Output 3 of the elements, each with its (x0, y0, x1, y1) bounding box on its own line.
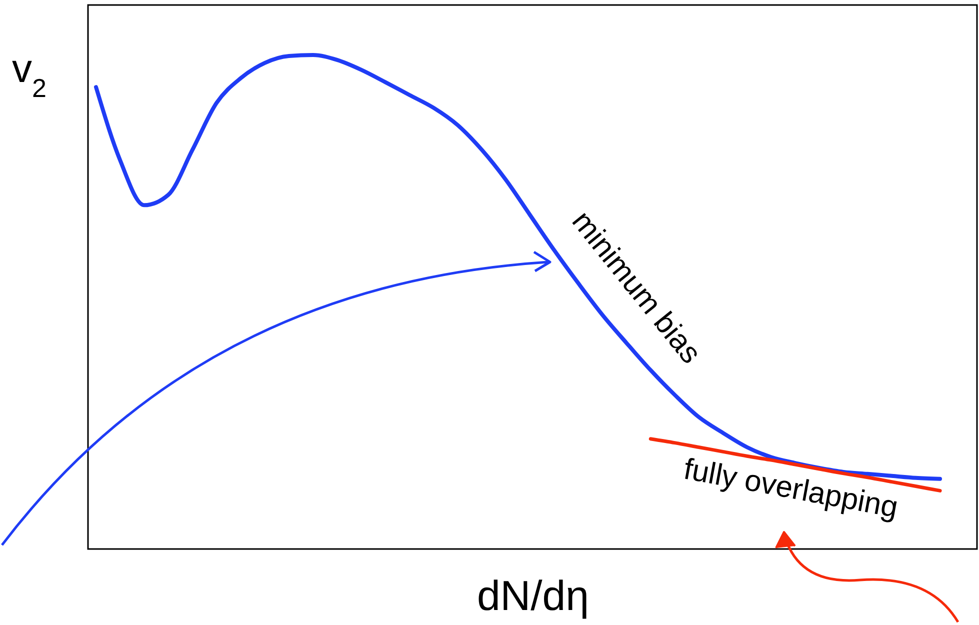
y-axis-title: v$_{2}$ (12, 47, 46, 103)
text: fully overlapping (681, 452, 900, 524)
x-axis-title: dN/dη (476, 572, 590, 619)
